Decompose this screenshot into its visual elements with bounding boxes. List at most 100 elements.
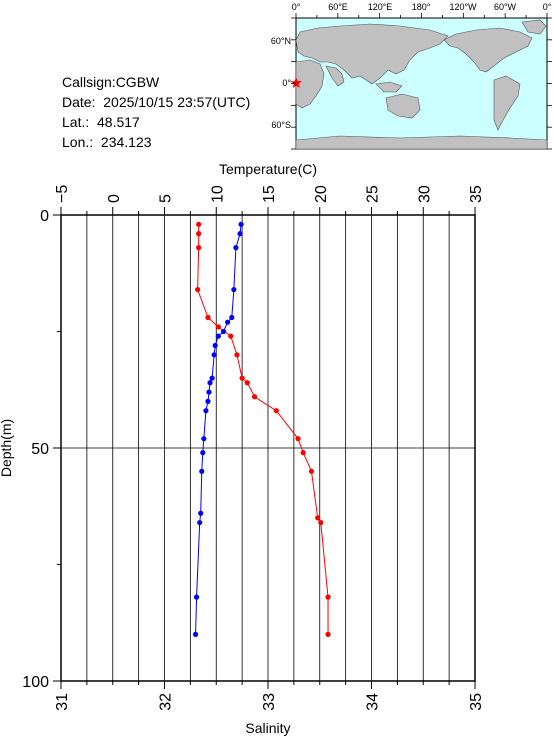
temperature-data-point bbox=[273, 408, 279, 414]
salinity-data-point bbox=[231, 286, 237, 293]
callsign-text: Callsign:CGBW bbox=[62, 74, 160, 90]
salinity-data-point bbox=[206, 389, 212, 395]
longitude-text: Lon.: 234.123 bbox=[62, 134, 152, 150]
temperature-tick-label: −5 bbox=[54, 185, 71, 203]
salinity-data-point bbox=[229, 314, 235, 321]
map-lon-label: 120°E bbox=[368, 2, 393, 12]
map-land bbox=[295, 19, 548, 150]
temperature-tick-label: 0 bbox=[106, 194, 123, 203]
temperature-data-point bbox=[315, 515, 321, 521]
map-frame bbox=[290, 17, 548, 150]
salinity-data-point bbox=[212, 342, 218, 349]
salinity-data-point bbox=[233, 245, 239, 251]
salinity-data-point bbox=[238, 221, 244, 227]
salinity-data-point bbox=[215, 333, 221, 339]
temperature-data-point bbox=[300, 450, 306, 456]
temperature-tick-label: 35 bbox=[468, 185, 485, 203]
temperature-data-point bbox=[244, 380, 250, 386]
salinity-data-point bbox=[193, 594, 200, 600]
temperature-data-point bbox=[318, 519, 324, 526]
eurasia-land bbox=[295, 23, 449, 85]
salinity-data-point bbox=[197, 519, 203, 526]
salinity-data-point bbox=[237, 231, 243, 237]
map-lon-label: 0° bbox=[543, 2, 552, 12]
temperature-tick-label: 5 bbox=[158, 194, 175, 203]
temperature-data-point bbox=[215, 324, 221, 330]
map-lat-label: 60°S bbox=[271, 120, 291, 130]
temperature-tick-label: 10 bbox=[209, 185, 226, 203]
salinity-data-point bbox=[198, 510, 204, 516]
map-lon-label: 180° bbox=[412, 2, 431, 12]
antarctica-land bbox=[295, 135, 548, 150]
temperature-data-point bbox=[205, 314, 211, 321]
salinity-axis-ticks: 31 32 33 34 35 bbox=[54, 681, 485, 711]
south-america-land bbox=[493, 75, 521, 131]
series-layer bbox=[192, 221, 331, 638]
temperature-data-point bbox=[295, 436, 301, 442]
greenland-land bbox=[521, 19, 547, 35]
temperature-data-point bbox=[196, 231, 202, 237]
temperature-data-point bbox=[196, 245, 202, 251]
map-lat-label: 60°N bbox=[271, 36, 291, 46]
map-lon-label: 60°E bbox=[328, 2, 348, 12]
date-text: Date: 2025/10/15 23:57(UTC) bbox=[62, 94, 251, 110]
salinity-data-point bbox=[200, 450, 206, 456]
salinity-profile-line bbox=[195, 224, 242, 635]
temperature-data-point bbox=[308, 468, 315, 474]
north-america-land bbox=[443, 27, 533, 73]
temperature-data-point bbox=[234, 352, 240, 358]
salinity-data-point bbox=[211, 352, 217, 358]
temperature-axis-ticks: −5 0 5 10 15 20 25 30 35 bbox=[54, 185, 485, 215]
temperature-data-point bbox=[325, 631, 331, 638]
africa-land bbox=[295, 59, 325, 109]
temperature-data-point bbox=[325, 594, 331, 600]
chart-grid bbox=[61, 215, 475, 681]
depth-tick-label: 50 bbox=[31, 441, 49, 458]
salinity-axis-title: Salinity bbox=[245, 720, 290, 736]
temperature-data-point bbox=[239, 375, 245, 381]
salinity-data-point bbox=[209, 375, 215, 381]
temperature-data-point bbox=[228, 333, 234, 339]
salinity-data-point bbox=[220, 328, 227, 335]
indonesia-land bbox=[375, 81, 403, 93]
india-land bbox=[325, 65, 345, 87]
map-lon-label: 0° bbox=[292, 2, 301, 12]
salinity-tick-label: 34 bbox=[365, 693, 382, 711]
temperature-profile-line bbox=[197, 224, 329, 635]
salinity-data-point bbox=[192, 631, 199, 638]
depth-axis-ticks: 0 50 100 bbox=[22, 208, 61, 691]
temperature-data-point bbox=[251, 394, 258, 400]
temperature-tick-label: 25 bbox=[365, 185, 382, 203]
map-lon-label: 60°W bbox=[494, 2, 517, 12]
salinity-tick-label: 33 bbox=[261, 693, 278, 711]
salinity-data-point bbox=[225, 319, 231, 325]
salinity-tick-label: 35 bbox=[468, 693, 485, 711]
map-tick-marks bbox=[291, 13, 552, 150]
salinity-data-point bbox=[201, 436, 207, 442]
depth-axis-title: Depth(m) bbox=[0, 419, 14, 477]
salinity-data-point bbox=[203, 408, 209, 414]
station-info: Callsign:CGBW Date: 2025/10/15 23:57(UTC… bbox=[62, 72, 250, 152]
depth-tick-label: 100 bbox=[22, 674, 49, 691]
map-top-labels: 0° 60°E 120°E 180° 120°W 60°W 0° bbox=[292, 2, 552, 12]
map-lat-label: 0° bbox=[282, 78, 291, 88]
map-left-labels: 60°N 0° 60°S bbox=[271, 36, 292, 130]
temperature-tick-label: 20 bbox=[313, 185, 330, 203]
temperature-tick-label: 15 bbox=[261, 185, 278, 203]
depth-tick-label: 0 bbox=[40, 208, 49, 225]
station-marker-icon bbox=[290, 77, 302, 88]
latitude-text: Lat.: 48.517 bbox=[62, 114, 140, 130]
salinity-tick-label: 32 bbox=[158, 693, 175, 711]
temperature-tick-label: 30 bbox=[416, 185, 433, 203]
temperature-axis-title: Temperature(C) bbox=[219, 161, 317, 177]
temperature-data-point bbox=[195, 286, 201, 293]
temperature-data-point bbox=[196, 221, 202, 227]
salinity-tick-label: 31 bbox=[54, 693, 71, 711]
salinity-data-point bbox=[205, 398, 211, 404]
australia-land bbox=[385, 93, 421, 119]
salinity-data-point bbox=[207, 380, 213, 386]
star-shape bbox=[290, 77, 302, 88]
map-lon-label: 120°W bbox=[449, 2, 477, 12]
